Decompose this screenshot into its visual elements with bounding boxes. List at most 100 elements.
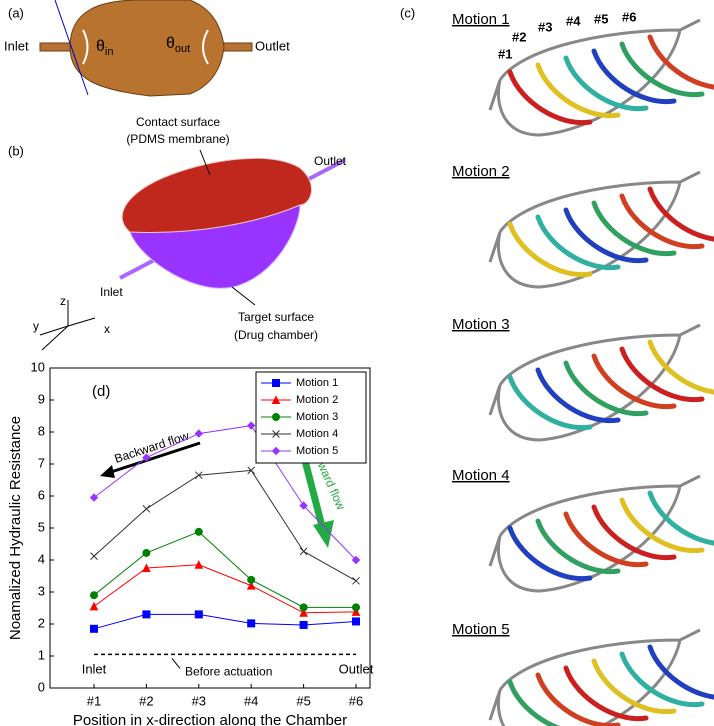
- tangent: [54, 0, 89, 96]
- annotation: Inlet: [100, 285, 123, 299]
- motion-panels: Motion 1 #1#2 #3 #4 #5 #6 Motion 2 Motion 3 Moti…: [452, 9, 714, 726]
- marker: [246, 421, 256, 430]
- y-tick-label: 5: [38, 519, 45, 534]
- y-tick-label: 3: [38, 583, 45, 598]
- deformation-band: [619, 651, 705, 708]
- annotation: Outlet: [339, 661, 374, 676]
- deformation-band: [507, 69, 593, 126]
- deformation-band: [647, 644, 714, 700]
- arrow: [107, 441, 201, 475]
- deformation-band: [507, 374, 593, 431]
- annotation: (PDMS membrane): [126, 132, 229, 146]
- motion-label: Motion 4: [452, 467, 510, 484]
- annotation: Inlet: [82, 661, 107, 676]
- axis-letter: x: [104, 322, 110, 336]
- x-tick-label: #1: [87, 693, 101, 708]
- marker: [142, 563, 151, 572]
- x-tick-label: #2: [139, 693, 153, 708]
- marker: [246, 580, 256, 590]
- deformation-band: [591, 353, 677, 410]
- y-tick-label: 1: [38, 647, 45, 662]
- deformation-band: [563, 360, 649, 417]
- deformation-band: [647, 490, 714, 546]
- x-axis-title: Position in x-direction along the Chambe…: [73, 712, 347, 726]
- theta: θ: [96, 38, 105, 55]
- deformation-band: [563, 511, 649, 568]
- marker: [272, 379, 280, 387]
- motion-label: Motion 5: [452, 621, 510, 638]
- outlet-label: Outlet: [255, 38, 290, 53]
- y-tick-label: 2: [38, 615, 45, 630]
- y-axis-title: Noamalized Hydraulic Resistance: [7, 416, 24, 640]
- deformation-band: [619, 41, 705, 98]
- deformation-band: [507, 221, 593, 278]
- series-line: [93, 564, 357, 614]
- deformation-band: [647, 339, 714, 395]
- marker: [299, 608, 308, 617]
- deformation-band: [591, 504, 677, 561]
- panel-label: (c): [400, 5, 415, 20]
- pointer: [231, 286, 256, 306]
- chamber-outline: [488, 170, 701, 289]
- marker: [299, 620, 308, 629]
- inlet-label: Inlet: [4, 38, 29, 53]
- deformation-band: [619, 346, 705, 403]
- angle-arc: [82, 29, 89, 65]
- reference-label: Before actuation: [185, 665, 272, 679]
- arrowhead: [100, 465, 115, 478]
- deformation-band: [591, 48, 677, 105]
- marker: [352, 603, 360, 612]
- x-tick-label: #5: [296, 693, 310, 708]
- position-label: #5: [594, 11, 608, 26]
- deformation-band: [591, 658, 677, 715]
- pointer: [199, 149, 211, 176]
- series-line: [93, 425, 357, 561]
- y-tick-label: 10: [31, 359, 45, 374]
- marker: [247, 575, 256, 584]
- deformation-band: [619, 497, 705, 554]
- motion-label: Motion 2: [452, 163, 510, 180]
- axis-letter: z: [60, 294, 66, 308]
- chamber-outline: [488, 474, 701, 593]
- deformation-band: [535, 518, 621, 575]
- y-tick-label: 6: [38, 487, 45, 502]
- y-tick-label: 9: [38, 391, 45, 406]
- legend-label: Motion 4: [296, 428, 338, 440]
- deformation-band: [507, 679, 561, 726]
- marker: [90, 624, 98, 633]
- marker: [194, 527, 203, 536]
- marker: [299, 603, 308, 612]
- deformation-band: [563, 665, 649, 722]
- x-tick-label: #4: [244, 693, 258, 708]
- arrowhead: [313, 520, 334, 548]
- series-line: [93, 613, 357, 630]
- marker: [299, 501, 308, 510]
- y-tick-label: 0: [38, 679, 45, 694]
- axes-triad: [39, 300, 96, 351]
- theta: θ: [166, 35, 175, 52]
- legend-label: Motion 1: [296, 377, 338, 389]
- marker: [352, 617, 360, 626]
- marker: [271, 395, 281, 404]
- panel-label: (b): [8, 143, 24, 158]
- deformation-band: [535, 367, 621, 424]
- annotation: (Drug chamber): [234, 328, 318, 342]
- marker: [90, 591, 98, 600]
- pointer: [171, 658, 181, 669]
- chamber: [69, 0, 225, 97]
- marker: [272, 430, 280, 438]
- marker: [271, 446, 281, 456]
- marker: [247, 466, 256, 475]
- legend-label: Motion 3: [296, 411, 338, 423]
- panel-label: (d): [92, 383, 110, 400]
- marker: [142, 453, 151, 462]
- deformation-band: [591, 200, 677, 257]
- marker: [247, 619, 256, 628]
- marker: [272, 413, 280, 421]
- series-line: [93, 469, 357, 582]
- position-label: #2: [512, 29, 526, 44]
- deformation-band: [507, 525, 593, 582]
- y-tick-label: 8: [38, 423, 45, 438]
